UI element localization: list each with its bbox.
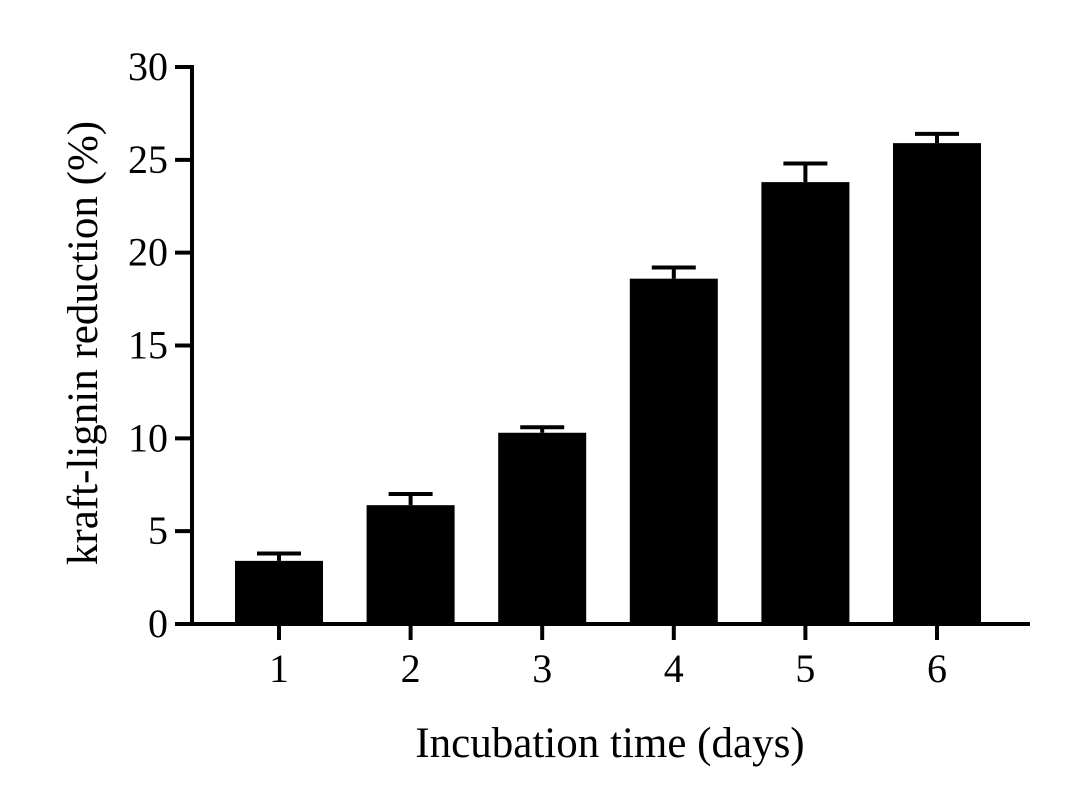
y-tick-label-30: 30 [128,44,168,89]
x-tick-label-2: 2 [401,646,421,691]
bar-day-5 [761,182,850,624]
y-tick-label-15: 15 [128,323,168,368]
y-tick-label-0: 0 [148,601,168,646]
y-tick-label-5: 5 [148,508,168,553]
bars-layer [235,143,981,624]
bar-day-6 [893,143,981,624]
y-tick-label-20: 20 [128,230,168,275]
tick-labels-layer: 0 5 10 15 20 25 30 1 2 3 4 5 6 [128,44,947,691]
x-axis-title: Incubation time (days) [415,720,804,767]
x-tick-label-3: 3 [532,646,552,691]
x-tick-label-5: 5 [795,646,815,691]
bar-day-4 [629,278,718,624]
error-bars-layer [257,131,959,561]
x-tick-label-6: 6 [927,646,947,691]
bar-day-3 [498,432,587,624]
x-tick-label-1: 1 [269,646,289,691]
y-tick-label-25: 25 [128,137,168,182]
y-tick-label-10: 10 [128,415,168,460]
bar-day-2 [366,505,455,624]
bar-day-1 [235,560,323,624]
x-tick-label-4: 4 [664,646,684,691]
y-axis-title: kraft-lignin reduction (%) [60,121,107,565]
